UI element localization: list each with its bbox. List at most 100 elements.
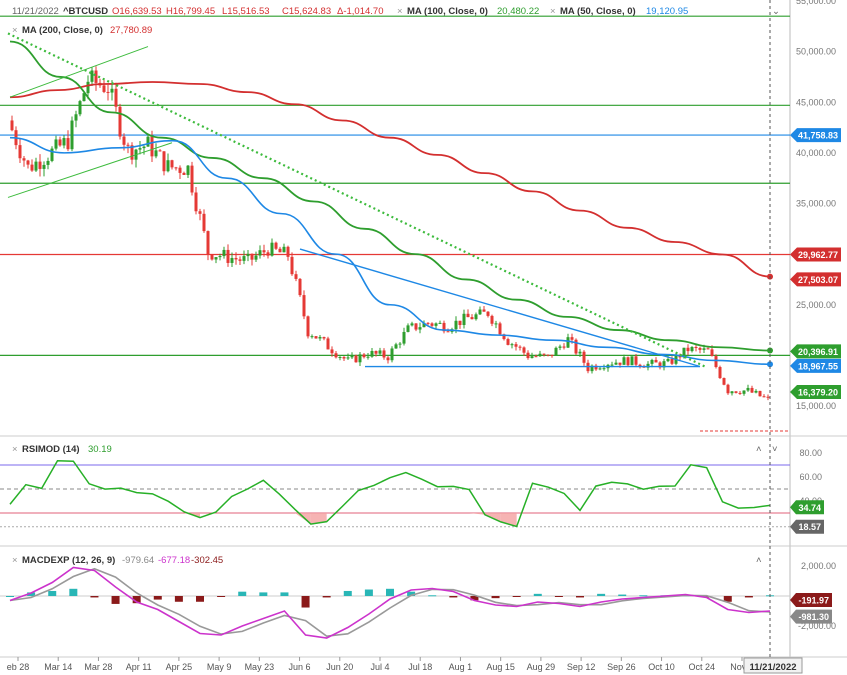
candle-body	[82, 93, 86, 102]
candle-body	[206, 231, 210, 255]
candle-body	[282, 246, 286, 253]
header-low: L15,516.53	[222, 6, 270, 17]
candle-body	[738, 392, 742, 394]
candle-body	[598, 368, 602, 370]
candle-body	[694, 346, 698, 348]
price-tick-label: 25,000.00	[796, 300, 836, 310]
candle-body	[454, 320, 458, 330]
candle-body	[482, 309, 486, 312]
macd-tick-label: 2,000.00	[801, 561, 836, 571]
candle-body	[626, 357, 630, 366]
macd-histogram-bar	[723, 596, 732, 602]
candle-body	[266, 252, 270, 256]
rsi-tag-label: 34.74	[798, 503, 821, 513]
candle-body	[438, 322, 442, 324]
price-plot[interactable]	[7, 32, 773, 401]
rsi-plot[interactable]	[0, 460, 790, 528]
candle-body	[386, 357, 390, 361]
x-tick-label: Sep 12	[567, 662, 596, 672]
candle-body	[274, 242, 278, 249]
macd-histogram-bar	[428, 595, 437, 597]
price-header: 11/21/2022 ^BTCUSD O16,639.53 H16,799.45…	[12, 6, 780, 36]
candle-body	[246, 253, 250, 257]
candle-body	[150, 136, 154, 157]
close-icon[interactable]: ×	[550, 6, 556, 17]
candle-body	[258, 250, 262, 256]
candle-body	[690, 346, 694, 352]
candle-body	[610, 364, 614, 366]
candle-body	[142, 146, 146, 149]
close-icon[interactable]: ×	[12, 444, 18, 455]
candle-body	[746, 387, 750, 391]
x-axis: eb 28 Mar 14 Mar 28 Apr 11 Apr 25 May 9 May 23…	[7, 657, 754, 672]
candle-body	[218, 256, 222, 258]
collapse-chevron-icon[interactable]: ⌄	[772, 6, 780, 17]
candle-body	[358, 354, 362, 363]
macd-histogram-bar	[322, 596, 331, 598]
macd-label: MACDEXP (12, 26, 9)	[22, 555, 115, 566]
candle-body	[102, 85, 106, 92]
candle-body	[210, 254, 214, 260]
candle-body	[550, 354, 554, 356]
close-icon[interactable]: ×	[12, 25, 18, 36]
candle-body	[22, 158, 26, 161]
candle-body	[378, 350, 382, 354]
header-open: O16,639.53	[112, 6, 162, 17]
macd-plot[interactable]	[0, 566, 790, 639]
candle-body	[474, 314, 478, 320]
macd-histogram-bar	[196, 596, 204, 602]
candle-body	[546, 354, 550, 356]
x-tick-label: Apr 25	[166, 662, 193, 672]
candle-body	[726, 384, 730, 394]
candle-body	[766, 396, 770, 398]
price-tag-label: 29,962.77	[798, 250, 838, 260]
candle-body	[502, 334, 506, 340]
candle-body	[30, 164, 34, 171]
price-tick-label: 55,000.00	[796, 0, 836, 6]
candle-body	[562, 346, 566, 348]
x-tick-label: Jul 4	[370, 662, 389, 672]
macd-tag-label: -191.97	[798, 596, 829, 606]
candle-body	[422, 322, 426, 328]
candle-body	[566, 337, 570, 348]
candle-body	[650, 359, 654, 364]
rsi-collapse-down-icon[interactable]: ˅	[772, 444, 778, 455]
macd-histogram-bar	[554, 596, 563, 597]
candle-body	[350, 355, 354, 358]
candle-body	[314, 336, 318, 339]
ma50-value: 19,120.95	[646, 6, 688, 17]
candle-body	[494, 323, 498, 325]
cursor-date-box	[743, 657, 803, 674]
candle-body	[270, 242, 274, 256]
close-icon[interactable]: ×	[12, 555, 18, 566]
candle-body	[522, 347, 526, 353]
price-tag-box	[790, 128, 841, 143]
candle-body	[234, 257, 238, 260]
candle-body	[730, 391, 734, 394]
macd-histogram-bar	[386, 588, 394, 596]
candle-body	[126, 144, 130, 146]
candle-body	[534, 356, 538, 358]
candle-body	[602, 368, 606, 370]
candle-body	[322, 337, 326, 339]
candle-body	[558, 346, 562, 348]
x-tick-label: Nov 7	[730, 662, 754, 672]
close-icon[interactable]: ×	[397, 6, 403, 17]
candle-body	[754, 390, 758, 393]
candle-body	[582, 351, 586, 363]
ma50-label: MA (50, Close, 0)	[560, 6, 636, 17]
candle-body	[114, 88, 118, 107]
macd-collapse-up-icon[interactable]: ˄	[756, 555, 762, 566]
candle-body	[394, 344, 398, 349]
candle-body	[254, 255, 258, 260]
macd-histogram-bar	[174, 596, 183, 602]
rsi-tick-label: 60.00	[799, 472, 822, 482]
macd-value-1: -979.64	[122, 555, 154, 566]
price-tag-label: 41,758.83	[798, 131, 838, 141]
rsi-collapse-up-icon[interactable]: ˄	[756, 444, 762, 455]
candle-body	[342, 357, 346, 359]
macd-tick-label: -2,000.00	[798, 621, 836, 631]
header-high: H16,799.45	[166, 6, 215, 17]
macd-value-2: -677.18	[158, 555, 190, 566]
